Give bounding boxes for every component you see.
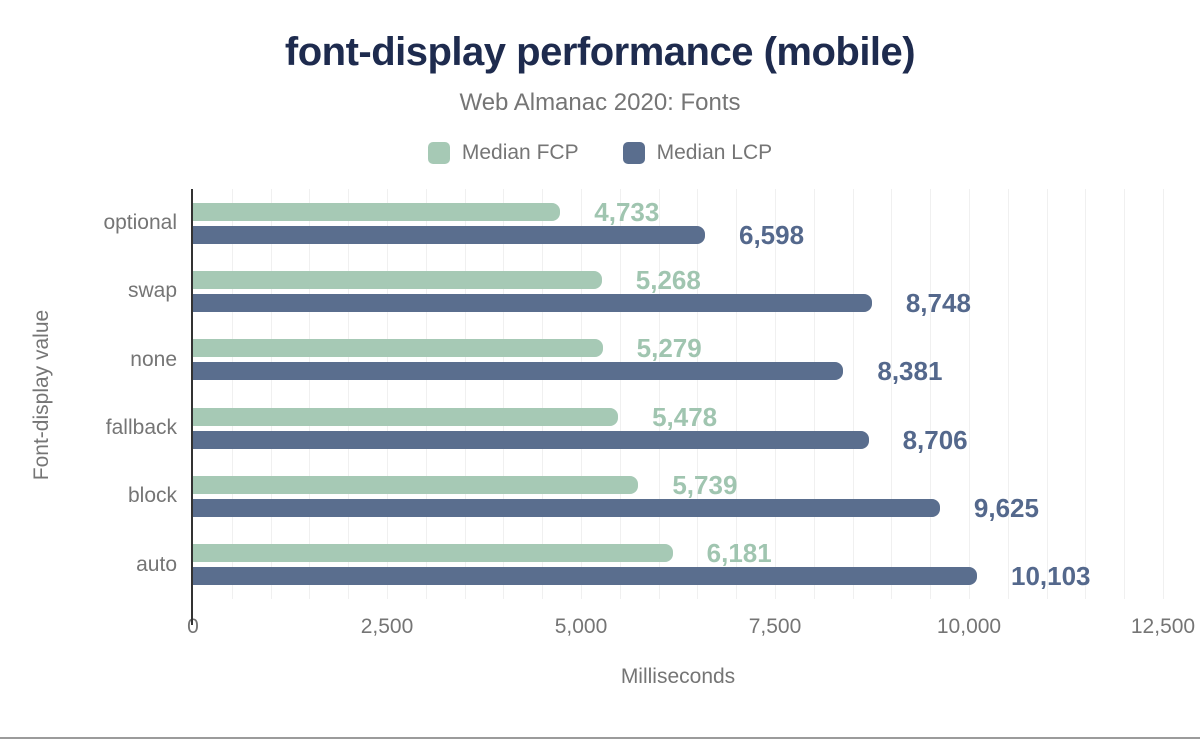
gridline [813,189,815,599]
lcp-value-label: 8,748 [905,287,971,318]
lcp-bar-line: 8,748 [193,290,1163,316]
gridline [736,189,738,599]
lcp-value-label: 9,625 [973,492,1039,523]
lcp-bar [193,225,705,244]
gridline [309,189,311,599]
lcp-value-label: 8,706 [902,424,968,455]
lcp-value-label: 10,103 [1010,561,1091,592]
gridline [969,189,970,599]
fcp-value-label: 5,268 [635,264,701,295]
x-axis-title: Milliseconds [620,665,736,688]
legend-swatch-fcp-icon [427,142,450,164]
gridline [1007,189,1009,599]
category-label: block [127,484,177,508]
fcp-value-label: 6,181 [706,538,772,569]
bar-group: optional 4,733 6,598 [103,189,1163,257]
gridline [1085,189,1087,599]
gridline [930,189,932,599]
lcp-bar-line: 10,103 [193,563,1163,589]
legend: Median FCP Median LCP [0,141,1200,165]
gridline [1124,189,1126,599]
gridline [348,189,350,599]
fcp-value-label: 4,733 [594,196,660,227]
lcp-bar [193,293,872,312]
lcp-bar [193,430,869,449]
legend-label-fcp: Median FCP [461,141,579,164]
x-tick-label: 12,500 [1130,615,1196,638]
fcp-bar-line: 5,739 [193,472,1163,498]
gridline [1046,189,1048,599]
fcp-bar [193,339,603,358]
fcp-bar-line: 5,279 [193,335,1163,361]
lcp-bar-line: 6,598 [193,222,1163,248]
gridline [658,189,660,599]
fcp-value-label: 5,739 [672,469,738,500]
bar-group: swap 5,268 8,748 [128,257,1163,325]
plot-area: optional 4,733 6,598 swap 5,268 8,748 none 5,27… [103,189,1164,625]
chart-subtitle: Web Almanac 2020: Fonts [459,89,741,116]
lcp-bar-line: 8,706 [193,427,1163,453]
fcp-bar-line: 4,733 [193,199,1163,225]
gridline [775,189,776,599]
gridline [387,189,388,599]
x-axis-ticks: 0 2,500 5,000 7,500 10,000 12,500 [187,599,1195,643]
gridline [697,189,699,599]
fcp-bar-line: 6,181 [193,540,1163,566]
lcp-bar [193,498,940,517]
gridline [581,189,582,599]
fcp-bar [193,202,561,221]
x-tick-label: 5,000 [554,615,608,638]
bar-rows: optional 4,733 6,598 swap 5,268 8,748 none 5,27… [103,189,1163,599]
fcp-bar [193,544,673,563]
lcp-value-label: 8,381 [877,356,943,387]
category-label: optional [103,211,177,235]
y-axis-title: Font-display value [30,309,53,481]
fcp-value-label: 5,478 [652,401,718,432]
bar-group: auto 6,181 10,103 [136,531,1163,599]
bar-group: none 5,279 8,381 [130,326,1163,394]
lcp-bar-line: 8,381 [193,358,1163,384]
category-label: auto [136,552,177,576]
bar-group: block 5,739 9,625 [128,462,1163,530]
y-axis-line [191,189,193,625]
lcp-value-label: 6,598 [739,219,805,250]
gridline [852,189,854,599]
fcp-bar [193,407,619,426]
fcp-bar [193,270,602,289]
x-tick-label: 7,500 [748,615,802,638]
gridline [891,189,893,599]
gridline [425,189,427,599]
legend-label-lcp: Median LCP [656,141,773,164]
legend-item-median-fcp: Median FCP [427,141,579,165]
fcp-value-label: 5,279 [636,333,702,364]
gridline [619,189,621,599]
fcp-bar [193,475,639,494]
x-tick-label: 2,500 [360,615,414,638]
gridline [1163,189,1164,599]
fcp-bar-line: 5,478 [193,404,1163,430]
chart-title: font-display performance (mobile) [284,30,916,74]
category-label: fallback [105,416,177,440]
bar-group: fallback 5,478 8,706 [106,394,1163,462]
lcp-bar [193,567,977,586]
lcp-bar [193,362,844,381]
x-tick-label: 10,000 [936,615,1002,638]
legend-item-median-lcp: Median LCP [622,141,773,165]
figure-bottom-border [0,737,1200,739]
gridline [542,189,544,599]
x-tick-label: 0 [187,615,199,638]
gridline [231,189,233,599]
category-label: swap [127,279,177,303]
gridline [503,189,505,599]
lcp-bar-line: 9,625 [193,495,1163,521]
legend-swatch-lcp-icon [622,142,645,164]
category-label: none [130,347,177,371]
fcp-bar-line: 5,268 [193,267,1163,293]
gridline [464,189,466,599]
gridline [270,189,272,599]
